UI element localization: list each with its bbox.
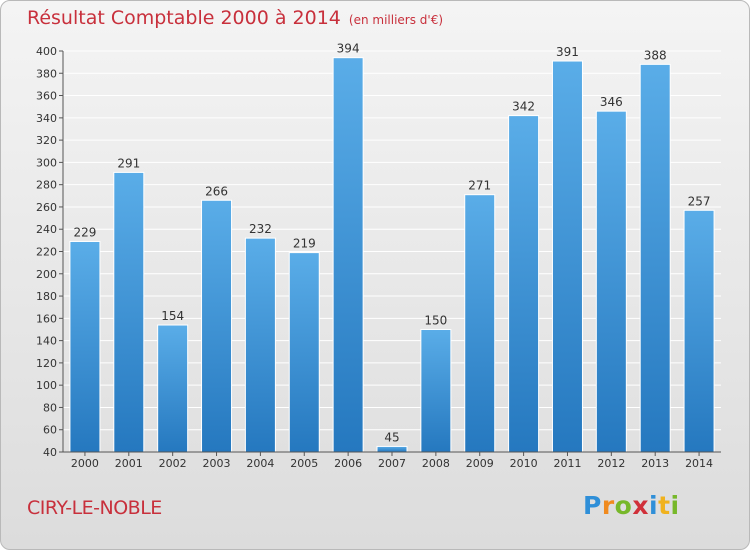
- x-tick-label-2014: 2014: [685, 457, 713, 470]
- data-label-2003: 266: [205, 184, 228, 198]
- chart-title: Résultat Comptable 2000 à 2014 (en millie…: [27, 7, 443, 29]
- bar-2009[interactable]: [464, 194, 496, 453]
- data-label-2014: 257: [688, 194, 711, 208]
- y-axis: 40 60 80 100 120 140 160 180 200 220 240 260 280 300 3…: [36, 45, 64, 459]
- y-tick-label: 60: [43, 424, 57, 437]
- bar-2013[interactable]: [639, 63, 671, 453]
- data-label-2004: 232: [249, 222, 272, 236]
- x-tick-label-2013: 2013: [641, 457, 669, 470]
- x-tick-label-2005: 2005: [290, 457, 318, 470]
- x-tick-label-2008: 2008: [422, 457, 450, 470]
- x-tick-label-2007: 2007: [378, 457, 406, 470]
- y-tick-label: 360: [36, 90, 57, 103]
- bar-2001[interactable]: [113, 171, 145, 453]
- bar-2000[interactable]: [69, 240, 101, 453]
- x-tick-label-2000: 2000: [71, 457, 99, 470]
- bar-2012[interactable]: [595, 110, 627, 453]
- bar-2008[interactable]: [420, 328, 452, 453]
- y-tick-label: 280: [36, 179, 57, 192]
- data-label-2012: 346: [600, 95, 623, 109]
- x-tick-label-2010: 2010: [510, 457, 538, 470]
- x-axis: 2000 2001 2002 2003 2004 2005 2006 2007 2008 2009…: [63, 451, 721, 470]
- bar-2010[interactable]: [508, 115, 540, 453]
- data-label-2009: 271: [468, 179, 491, 193]
- y-tick-label: 340: [36, 112, 57, 125]
- bar-2011[interactable]: [551, 60, 583, 453]
- data-label-2002: 154: [161, 309, 184, 323]
- bar-2006[interactable]: [332, 57, 364, 453]
- proxiti-logo[interactable]: Proxiti: [583, 491, 680, 520]
- x-tick-label-2009: 2009: [466, 457, 494, 470]
- y-tick-label: 300: [36, 156, 57, 169]
- y-tick-label: 220: [36, 246, 57, 259]
- data-labels: 229 291 154 266 232 219 394 45 150 271 342 391 346 38…: [73, 42, 710, 445]
- data-label-2013: 388: [644, 48, 667, 62]
- bars: [69, 57, 715, 453]
- y-tick-label: 40: [43, 446, 57, 459]
- y-tick-label: 240: [36, 223, 57, 236]
- bar-2002[interactable]: [157, 324, 189, 453]
- data-label-2006: 394: [337, 42, 360, 56]
- bar-2003[interactable]: [201, 199, 233, 453]
- y-tick-label: 140: [36, 335, 57, 348]
- chart-unit: (en milliers d'€): [348, 13, 444, 27]
- y-tick-label: 100: [36, 379, 57, 392]
- y-tick-label: 320: [36, 134, 57, 147]
- data-label-2001: 291: [117, 156, 140, 170]
- bar-2007[interactable]: [376, 445, 408, 453]
- x-tick-label-2006: 2006: [334, 457, 362, 470]
- data-label-2008: 150: [424, 313, 447, 327]
- data-label-2000: 229: [73, 225, 96, 239]
- y-tick-label: 200: [36, 268, 57, 281]
- data-label-2005: 219: [293, 237, 316, 251]
- city-name: CIRY-LE-NOBLE: [27, 497, 162, 519]
- x-tick-label-2012: 2012: [597, 457, 625, 470]
- y-tick-label: 380: [36, 67, 57, 80]
- y-tick-label: 120: [36, 357, 57, 370]
- chart-title-text: Résultat Comptable 2000 à 2014: [27, 7, 341, 29]
- data-label-2011: 391: [556, 45, 579, 59]
- y-tick-label: 160: [36, 312, 57, 325]
- y-tick-label: 260: [36, 201, 57, 214]
- x-tick-label-2003: 2003: [203, 457, 231, 470]
- x-tick-label-2011: 2011: [553, 457, 581, 470]
- y-tick-label: 400: [36, 45, 57, 58]
- y-tick-label: 180: [36, 290, 57, 303]
- bar-2005[interactable]: [288, 252, 320, 453]
- x-tick-label-2004: 2004: [246, 457, 274, 470]
- data-label-2010: 342: [512, 100, 535, 114]
- x-tick-label-2001: 2001: [115, 457, 143, 470]
- data-label-2007: 45: [384, 430, 399, 444]
- y-tick-label: 80: [43, 401, 57, 414]
- bar-2014[interactable]: [683, 209, 715, 453]
- bar-2004[interactable]: [244, 237, 276, 453]
- x-tick-label-2002: 2002: [159, 457, 187, 470]
